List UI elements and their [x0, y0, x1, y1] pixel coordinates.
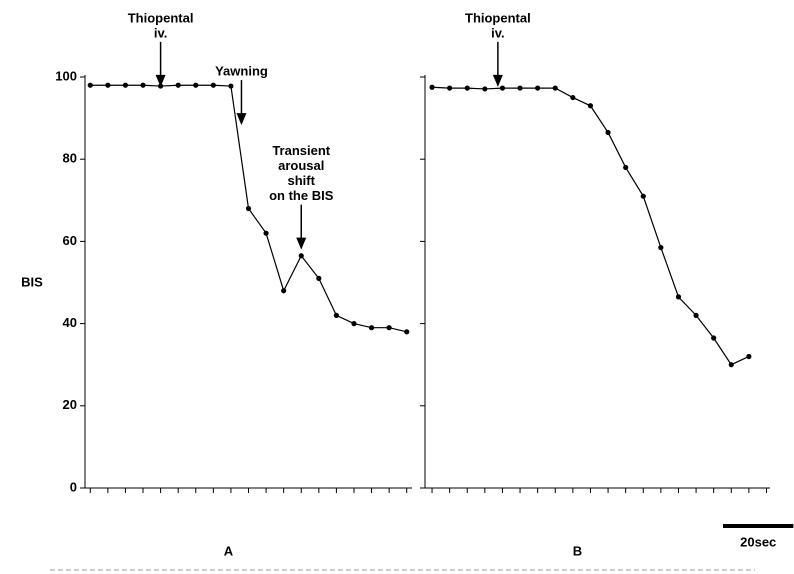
- data-point: [675, 294, 682, 300]
- data-point: [746, 353, 752, 360]
- data-point: [658, 244, 664, 251]
- annotation-text: iv.: [154, 25, 168, 40]
- scale-bar-label: 20sec: [740, 534, 776, 549]
- data-point: [499, 85, 506, 91]
- data-point: [605, 129, 611, 136]
- data-point: [482, 86, 488, 92]
- arrow-head: [236, 113, 247, 126]
- data-point: [87, 82, 93, 88]
- arrow-head: [155, 74, 166, 87]
- data-point: [386, 325, 392, 331]
- annotation-text: iv.: [491, 25, 505, 40]
- y-tick-label: 80: [63, 151, 77, 166]
- data-point: [640, 193, 646, 199]
- y-tick-label: 20: [63, 397, 77, 412]
- annotation-text: on the BIS: [269, 188, 334, 203]
- series-line: [432, 86, 750, 366]
- data-point: [570, 94, 576, 101]
- data-point: [429, 84, 435, 90]
- data-point: [623, 164, 629, 171]
- annotation-text: Thiopental: [465, 10, 531, 25]
- annotation-text: arousal: [278, 158, 324, 173]
- data-point: [535, 85, 541, 91]
- data-point: [140, 82, 146, 88]
- data-point: [728, 362, 734, 368]
- data-point: [210, 82, 216, 88]
- y-tick-label: 60: [63, 233, 77, 248]
- data-point: [587, 103, 594, 109]
- data-point: [368, 325, 375, 331]
- data-point: [298, 253, 304, 259]
- annotation-text: Yawning: [215, 64, 268, 79]
- data-point: [245, 205, 252, 212]
- y-axis-label: BIS: [21, 274, 43, 289]
- y-tick-label: 100: [55, 68, 77, 83]
- arrow-head: [492, 74, 503, 87]
- annotation-text: Transient: [272, 143, 330, 158]
- data-point: [711, 335, 717, 341]
- data-point: [281, 288, 287, 294]
- data-point: [693, 312, 699, 318]
- data-point: [105, 82, 111, 88]
- panel-label: A: [224, 543, 234, 558]
- annotation-text: shift: [288, 173, 316, 188]
- annotation-text: Thiopental: [128, 10, 194, 25]
- data-point: [333, 312, 340, 318]
- y-tick-label: 0: [70, 479, 77, 494]
- data-point: [175, 82, 181, 88]
- data-point: [122, 82, 129, 88]
- data-point: [228, 83, 234, 89]
- data-point: [193, 82, 199, 88]
- data-point: [263, 230, 269, 236]
- y-tick-label: 40: [63, 315, 77, 330]
- data-point: [404, 329, 410, 335]
- data-point: [552, 85, 558, 91]
- data-point: [447, 85, 453, 91]
- data-point: [464, 85, 470, 91]
- data-point: [351, 321, 357, 327]
- data-point: [316, 275, 322, 281]
- data-point: [517, 85, 523, 91]
- arrow-head: [296, 237, 307, 250]
- panel-label: B: [573, 543, 582, 558]
